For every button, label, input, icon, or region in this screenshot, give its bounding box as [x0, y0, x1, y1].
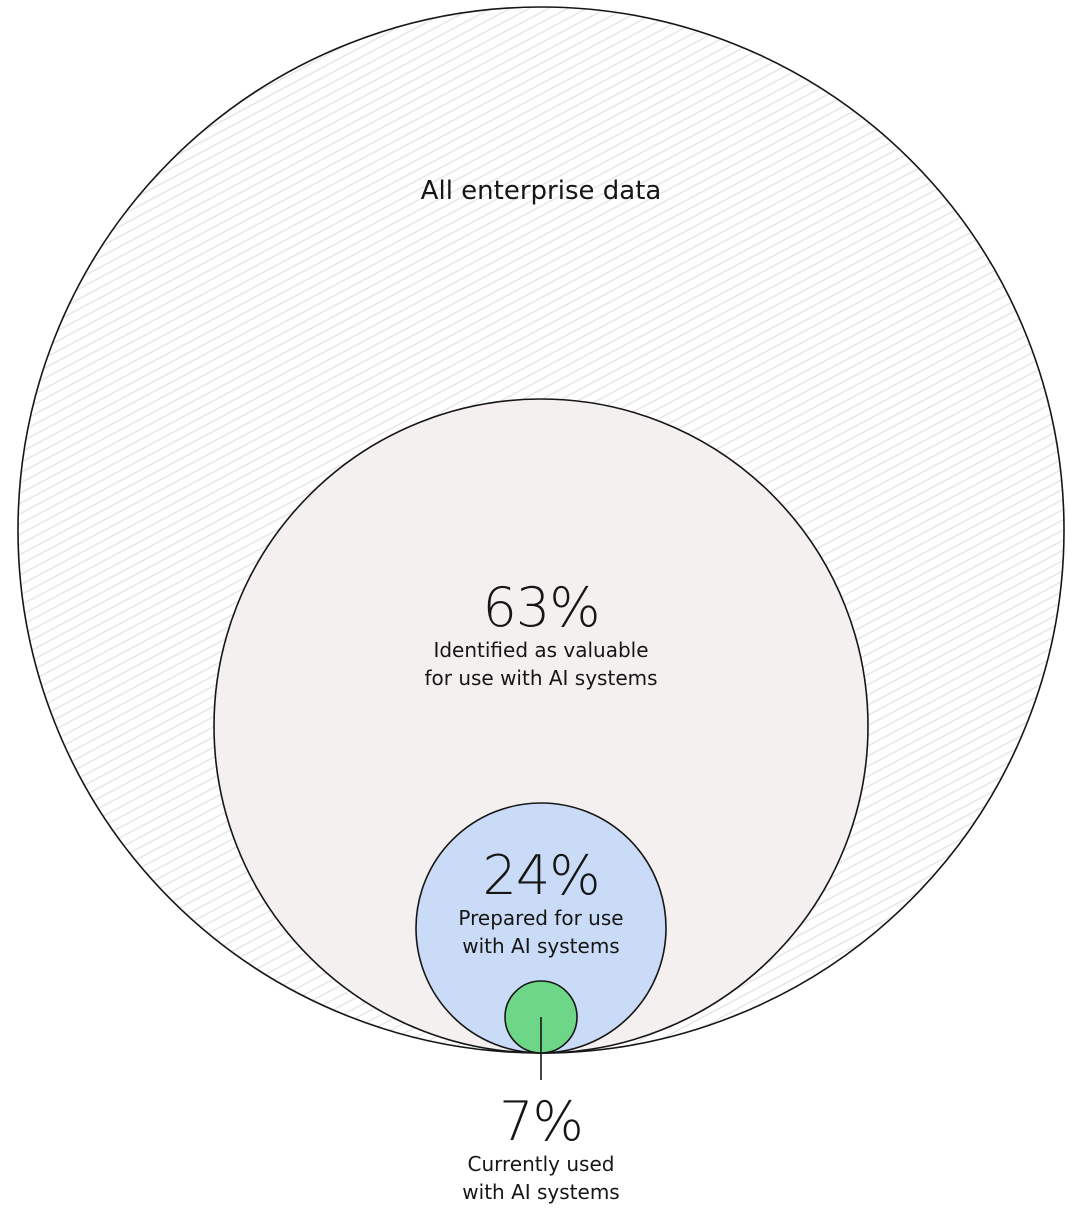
valuable-caption-line2: for use with AI systems	[424, 666, 658, 690]
used-percent: 7%	[499, 1090, 584, 1153]
used-data-label-group: 7% Currently used with AI systems	[462, 1094, 619, 1206]
valuable-percent: 63%	[482, 576, 600, 639]
prepared-caption-line2: with AI systems	[462, 934, 620, 958]
valuable-data-label-group: 63% Identified as valuable for use with …	[424, 580, 657, 692]
prepared-caption-line1: Prepared for use	[458, 906, 624, 930]
used-caption-line2: with AI systems	[462, 1180, 620, 1204]
used-caption-line1: Currently used	[467, 1152, 615, 1176]
prepared-percent: 24%	[482, 844, 600, 907]
all-enterprise-data-label: All enterprise data	[420, 176, 662, 206]
valuable-caption-line1: Identified as valuable	[433, 638, 649, 662]
prepared-data-label-group: 24% Prepared for use with AI systems	[458, 848, 623, 960]
